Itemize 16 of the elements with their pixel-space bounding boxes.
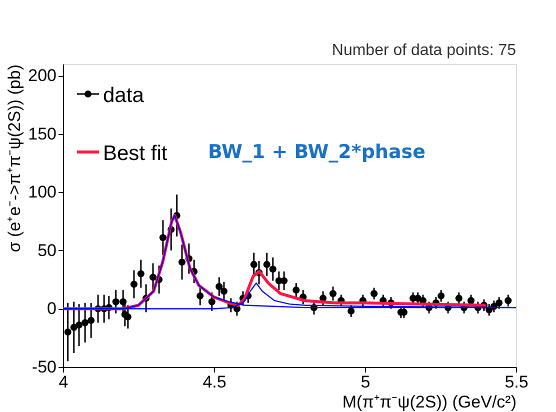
x-tick-label: 4.5 [202, 372, 226, 392]
legend-label: Best fit [103, 142, 168, 165]
x-tick-label: 5.5 [504, 372, 528, 392]
annotation: BW_1 + BW_2*phase [208, 141, 426, 163]
y-tick-label: -50 [32, 358, 56, 376]
x-tick-label: 5 [360, 372, 370, 392]
y-tick-label: 50 [38, 240, 56, 260]
legend-label: data [103, 84, 144, 107]
y-tick-label: 0 [47, 299, 56, 318]
y-axis-title: σ (e⁺e⁻->π⁺π⁻ψ(2S)) (pb) [5, 64, 24, 252]
x-tick-label: 4 [58, 372, 68, 392]
y-tick-label: 100 [28, 182, 56, 202]
text: Number of data points: 75 [332, 42, 516, 59]
y-tick-label: 150 [28, 124, 56, 144]
x-axis-title: M(π⁺π⁻ψ(2S)) (GeV/c²) [342, 392, 516, 412]
y-tick-label: 200 [28, 66, 56, 86]
